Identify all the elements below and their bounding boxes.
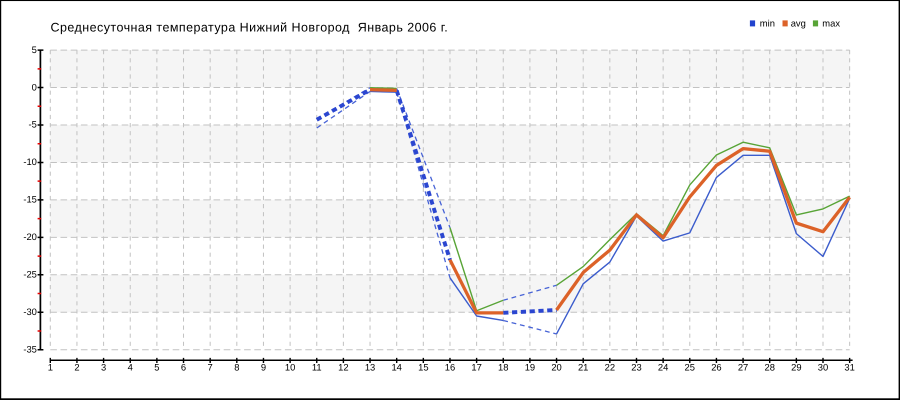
svg-text:-20: -20: [23, 231, 37, 242]
svg-text:12: 12: [338, 362, 348, 373]
svg-text:25: 25: [685, 362, 695, 373]
svg-text:10: 10: [285, 362, 295, 373]
svg-text:8: 8: [234, 362, 239, 373]
svg-text:0: 0: [32, 81, 37, 92]
svg-text:16: 16: [445, 362, 455, 373]
svg-text:7: 7: [208, 362, 213, 373]
svg-text:-35: -35: [23, 343, 37, 354]
svg-text:24: 24: [658, 362, 668, 373]
svg-text:Среднесуточная температура Ниж: Среднесуточная температура Нижний Новгор…: [51, 21, 449, 35]
svg-text:-15: -15: [23, 194, 37, 205]
svg-text:-5: -5: [29, 119, 37, 130]
svg-text:17: 17: [471, 362, 481, 373]
svg-text:31: 31: [844, 362, 854, 373]
svg-text:20: 20: [551, 362, 561, 373]
svg-text:11: 11: [312, 362, 322, 373]
svg-text:28: 28: [764, 362, 774, 373]
svg-text:2: 2: [74, 362, 79, 373]
svg-text:6: 6: [181, 362, 186, 373]
svg-text:27: 27: [738, 362, 748, 373]
svg-text:9: 9: [261, 362, 266, 373]
svg-text:1: 1: [48, 362, 53, 373]
svg-text:14: 14: [391, 362, 401, 373]
svg-text:21: 21: [578, 362, 588, 373]
svg-text:avg: avg: [791, 18, 806, 29]
svg-text:5: 5: [32, 44, 37, 55]
svg-text:max: max: [822, 18, 840, 29]
svg-text:29: 29: [791, 362, 801, 373]
svg-text:26: 26: [711, 362, 721, 373]
svg-text:22: 22: [605, 362, 615, 373]
svg-text:19: 19: [525, 362, 535, 373]
svg-text:-25: -25: [23, 269, 37, 280]
svg-text:-30: -30: [23, 306, 37, 317]
svg-text:4: 4: [128, 362, 133, 373]
svg-text:3: 3: [101, 362, 106, 373]
svg-text:18: 18: [498, 362, 508, 373]
svg-text:13: 13: [365, 362, 375, 373]
svg-text:5: 5: [154, 362, 159, 373]
svg-text:30: 30: [818, 362, 828, 373]
svg-text:-10: -10: [23, 156, 37, 167]
svg-text:23: 23: [631, 362, 641, 373]
svg-text:min: min: [760, 18, 775, 29]
svg-text:15: 15: [418, 362, 428, 373]
